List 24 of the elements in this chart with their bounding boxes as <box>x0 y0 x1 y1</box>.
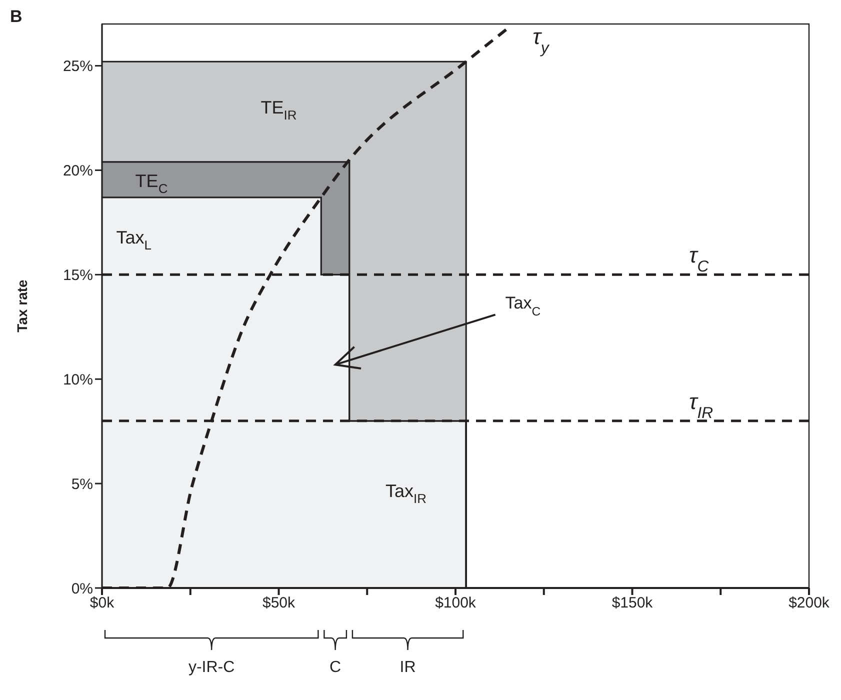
ref-line-label: τ$_{IR}$ <box>689 388 714 422</box>
annotation: Tax$_{IR}$ <box>386 480 426 506</box>
x-tick-label: $200k <box>788 594 830 612</box>
text: C <box>330 659 342 676</box>
annotation: TE$_{IR}$ <box>260 97 297 123</box>
x-tick-label: $150k <box>612 594 654 612</box>
y-tick-label: 0% <box>71 580 93 598</box>
annotation: TE$_{C}$ <box>135 170 168 196</box>
annotation: Tax$_{C}$ <box>505 294 541 319</box>
x-tick-label: $100k <box>435 594 476 612</box>
ref-line-label: τ$_{C}$ <box>689 242 710 276</box>
annotation: Tax$_{L}$ <box>116 227 152 252</box>
x-tick-label: $0k <box>90 594 115 612</box>
y-tick-label: 5% <box>71 476 93 493</box>
text: y-IR-C <box>188 659 235 676</box>
x-tick-label: $50k <box>262 594 296 612</box>
y-tick-label: 20% <box>62 162 93 180</box>
y-tick-label: 25% <box>62 58 93 76</box>
text: B <box>10 7 22 26</box>
text: IR <box>400 659 416 676</box>
y-tick-label: 10% <box>62 371 93 388</box>
series-label: τ$_{y}$ <box>532 24 550 57</box>
y-axis-title: Tax rate <box>14 279 30 332</box>
y-tick-label: 15% <box>62 266 93 284</box>
